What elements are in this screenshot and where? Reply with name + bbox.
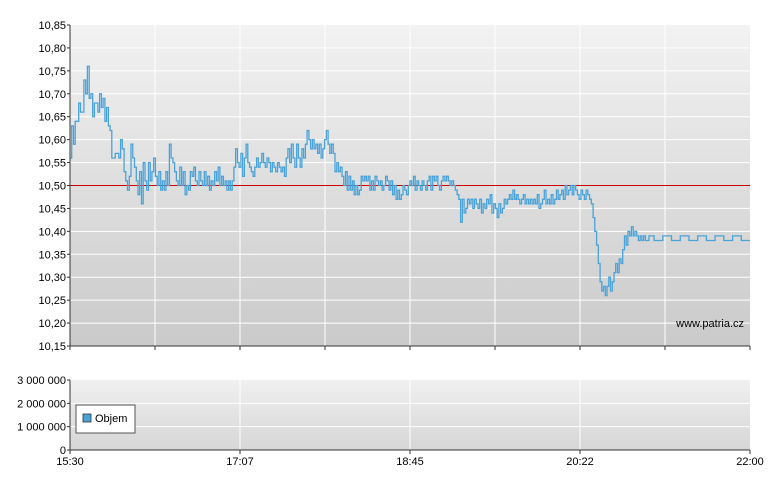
price-y-tick-label: 10,15 — [38, 341, 66, 353]
price-y-tick-label: 10,20 — [38, 318, 66, 330]
price-y-tick-label: 10,45 — [38, 203, 66, 215]
price-y-tick-label: 10,75 — [38, 66, 66, 78]
legend-label: Objem — [95, 413, 127, 425]
volume-y-tick-label: 3 000 000 — [17, 375, 66, 387]
volume-y-tick-label: 0 — [60, 445, 66, 457]
price-line — [70, 65, 750, 297]
volume-x-tick-label: 17:07 — [226, 456, 254, 468]
price-y-axis: 10,85 10,80 10,75 10,70 10,65 10,60 10,55 10,50… — [38, 20, 70, 353]
watermark: www.patria.cz — [675, 318, 744, 330]
price-y-tick-label: 10,70 — [38, 89, 66, 101]
price-y-tick-label: 10,35 — [38, 249, 66, 261]
price-y-tick-label: 10,50 — [38, 181, 66, 193]
volume-y-tick-label: 1 000 000 — [17, 422, 66, 434]
price-y-tick-label: 10,80 — [38, 43, 66, 55]
volume-x-tick-label: 18:45 — [396, 456, 424, 468]
price-y-tick-label: 10,85 — [38, 20, 66, 32]
price-y-tick-label: 10,40 — [38, 226, 66, 238]
volume-y-axis: 3 000 000 2 000 000 1 000 000 0 — [17, 375, 70, 457]
legend: Objem — [75, 404, 136, 434]
price-y-tick-label: 10,25 — [38, 295, 66, 307]
price-x-ticks — [69, 346, 751, 350]
volume-x-tick-label: 20:22 — [566, 456, 594, 468]
price-y-tick-label: 10,30 — [38, 272, 66, 284]
volume-x-tick-label: 15:30 — [56, 456, 84, 468]
volume-x-axis: 15:30 17:07 18:45 20:22 22:00 — [56, 450, 764, 468]
legend-swatch — [82, 413, 92, 423]
price-y-tick-label: 10,60 — [38, 135, 66, 147]
volume-y-tick-label: 2 000 000 — [17, 398, 66, 410]
volume-gridlines — [70, 380, 750, 450]
price-y-tick-label: 10,65 — [38, 112, 66, 124]
price-y-tick-label: 10,55 — [38, 158, 66, 170]
volume-x-tick-label: 22:00 — [736, 456, 764, 468]
